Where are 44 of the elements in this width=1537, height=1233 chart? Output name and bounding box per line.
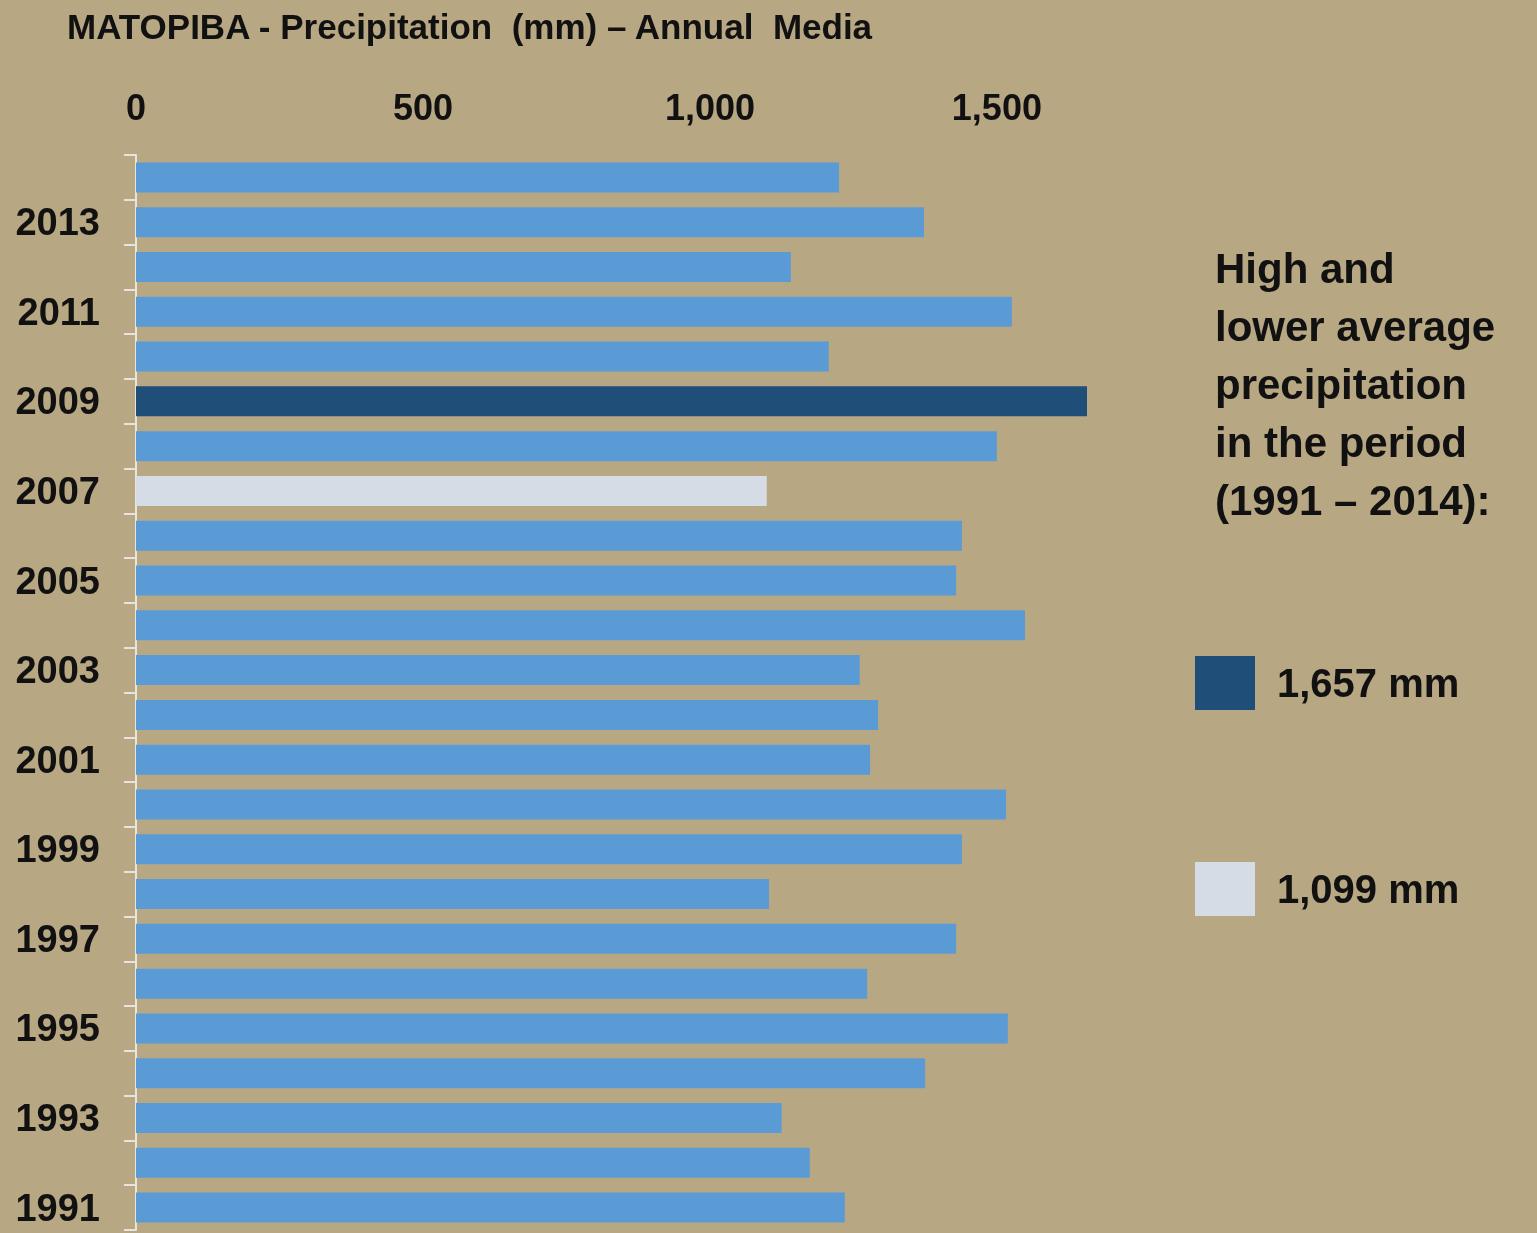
- bar: [136, 1058, 926, 1089]
- y-tick-label: 2011: [17, 290, 100, 333]
- y-tick-label: 1993: [15, 1097, 100, 1140]
- x-tick-label: 500: [392, 86, 453, 128]
- y-tick-label: 2001: [15, 738, 100, 781]
- y-tick-label: 1991: [15, 1186, 100, 1229]
- y-tick-label: 2003: [15, 649, 100, 692]
- bar: [136, 744, 871, 775]
- y-tick-label: 1999: [15, 828, 100, 871]
- text: 1,099 mm: [1277, 866, 1460, 912]
- bar: [136, 431, 997, 462]
- x-tick-label: 1,500: [951, 86, 1042, 128]
- bar: [136, 834, 962, 865]
- y-tick-label: 2007: [15, 469, 100, 512]
- bar: [136, 879, 770, 910]
- text: 1,657 mm: [1277, 660, 1460, 706]
- bar: [136, 610, 1026, 641]
- chart-title: MATOPIBA - Precipitation (mm) – Annual Media: [67, 7, 873, 46]
- y-tick-label: 2005: [15, 559, 100, 602]
- bar: [136, 789, 1007, 820]
- bar: [136, 1103, 782, 1134]
- x-tick-label: 0: [125, 86, 147, 128]
- bar: [136, 341, 829, 372]
- bar: [136, 162, 840, 193]
- bar: [136, 251, 791, 282]
- x-tick-label: 1,000: [664, 86, 755, 128]
- bar: [136, 520, 962, 551]
- bar: [136, 1192, 845, 1223]
- bar: [136, 475, 767, 506]
- bar: [136, 968, 868, 999]
- bar: [136, 655, 860, 686]
- bar: [136, 296, 1012, 327]
- y-tick-label: 2013: [15, 201, 100, 244]
- bar: [136, 699, 879, 730]
- bar: [136, 1147, 810, 1178]
- bar: [136, 923, 957, 954]
- bar: [136, 386, 1087, 417]
- text: High and lower average precipitation in the period (1991 – 2014):: [1215, 244, 1497, 526]
- y-tick-label: 1995: [15, 1007, 100, 1050]
- bar: [136, 565, 957, 596]
- bar: [136, 207, 924, 238]
- y-tick-label: 2009: [15, 380, 100, 423]
- y-tick-label: 1997: [15, 917, 100, 960]
- bar: [136, 1013, 1008, 1044]
